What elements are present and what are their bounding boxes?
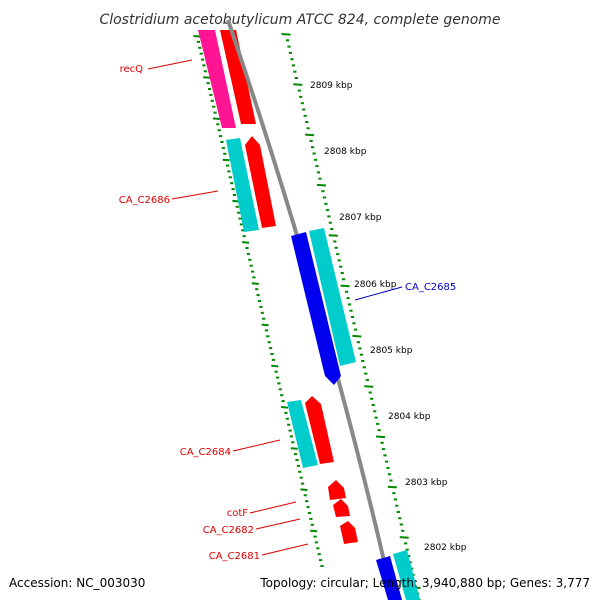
inner-tick-track	[193, 35, 324, 567]
inner-track-tick	[203, 76, 211, 79]
inner-track-tick	[242, 241, 250, 244]
leader-CA_C2681	[261, 543, 309, 556]
outer-track-tick	[328, 234, 338, 237]
inner-track-tick	[271, 364, 279, 368]
gene-next-bar[interactable]	[393, 550, 420, 600]
kbp-label-2807: 2807 kbp	[339, 213, 382, 223]
kbp-label-2803: 2803 kbp	[405, 478, 448, 488]
gene-recQ-bar[interactable]	[198, 30, 236, 128]
outer-track-tick	[399, 536, 409, 539]
gene-label-recQ[interactable]: recQ	[120, 64, 144, 75]
gene-recQ-cds[interactable]	[220, 30, 256, 124]
inner-track-tick	[193, 35, 201, 38]
gene-CA_C2684-bar[interactable]	[287, 400, 318, 468]
outer-track-tick	[316, 183, 327, 187]
gene-label-cotF[interactable]: cotF	[227, 508, 249, 519]
gene-CA_C2686-cds[interactable]	[245, 136, 276, 228]
leader-CA_C2685	[354, 286, 403, 301]
gene-CA_C2685-cds[interactable]	[291, 232, 341, 385]
gene-CA_C2681-cds[interactable]	[340, 521, 358, 544]
accession-text: Accession: NC_003030	[9, 576, 145, 590]
outer-track-tick	[364, 385, 374, 388]
outer-track-tick	[376, 435, 386, 439]
gene-label-CA_C2682[interactable]: CA_C2682	[203, 525, 254, 536]
leader-CA_C2684	[232, 439, 281, 452]
inner-track-tick	[290, 447, 298, 450]
inner-track-tick	[261, 323, 269, 327]
outer-track-tick	[352, 334, 362, 338]
leader-CA_C2686	[171, 190, 219, 200]
gene-label-CA_C2685[interactable]: CA_C2685	[405, 282, 456, 293]
kbp-label-2802: 2802 kbp	[424, 543, 467, 553]
outer-track-tick	[281, 33, 291, 36]
gene-CA_C2685-bar[interactable]	[309, 228, 356, 366]
outer-track-tick	[387, 485, 397, 489]
inner-track-tick	[310, 529, 318, 533]
leader-cotF	[249, 501, 297, 514]
gene-CA_C2686-bar[interactable]	[226, 138, 259, 232]
gene-CA_C2684-cds[interactable]	[305, 396, 334, 464]
gene-labels: recQ CA_C2686 CA_C2685 CA_C2684 cotF CA_…	[119, 64, 457, 562]
inner-track-tick	[280, 406, 289, 409]
inner-track-tick	[222, 158, 230, 162]
gene-label-CA_C2681[interactable]: CA_C2681	[209, 551, 260, 562]
leader-recQ	[147, 59, 193, 70]
map-title: Clostridium acetobutylicum ATCC 824, com…	[99, 12, 500, 28]
inner-track-tick	[300, 488, 308, 491]
gene-next-cds[interactable]	[376, 556, 402, 600]
topology-text: Topology: circular; Length: 3,940,880 bp…	[259, 576, 590, 590]
gene-label-CA_C2684[interactable]: CA_C2684	[180, 447, 231, 458]
kbp-label-2806: 2806 kbp	[354, 280, 397, 290]
reverse-strand-features	[291, 228, 420, 600]
gene-label-leaders	[147, 59, 403, 556]
kbp-label-2808: 2808 kbp	[324, 147, 367, 157]
gene-cotF-cds[interactable]	[328, 480, 346, 500]
outer-track-tick	[340, 284, 350, 288]
kbp-scale-labels: 2809 kbp 2808 kbp 2807 kbp 2806 kbp 2805…	[310, 81, 467, 553]
outer-tick-track	[281, 33, 421, 600]
inner-track-tick	[251, 282, 259, 285]
inner-track-tick	[212, 117, 220, 120]
kbp-label-2805: 2805 kbp	[370, 346, 413, 356]
leader-CA_C2682	[255, 518, 301, 530]
gene-label-CA_C2686[interactable]: CA_C2686	[119, 195, 170, 206]
outer-track-tick	[305, 133, 315, 137]
outer-track-tick	[293, 83, 303, 86]
gene-CA_C2682-cds[interactable]	[333, 499, 350, 517]
kbp-label-2809: 2809 kbp	[310, 81, 353, 91]
forward-strand-features	[198, 30, 358, 544]
kbp-label-2804: 2804 kbp	[388, 412, 431, 422]
